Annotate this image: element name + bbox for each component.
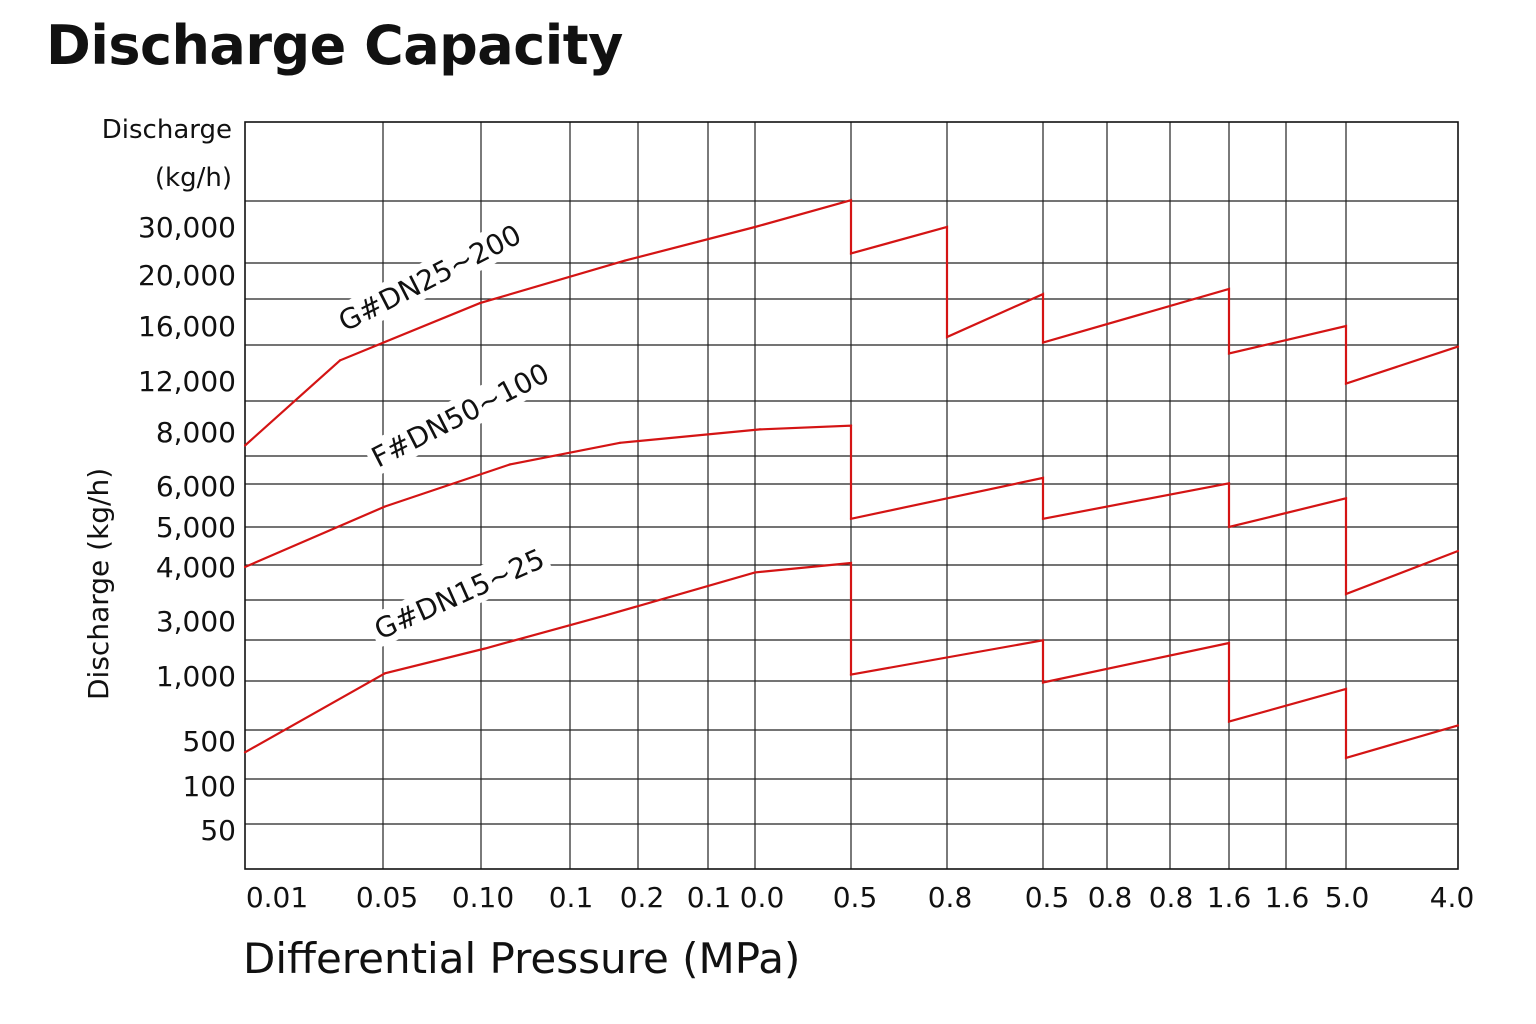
x-tick-label: 0.10 bbox=[452, 881, 514, 914]
series-point bbox=[849, 424, 853, 427]
series-point bbox=[758, 428, 762, 431]
series-point bbox=[243, 751, 247, 754]
series-point bbox=[1041, 517, 1045, 520]
x-tick-label: 0.1 bbox=[687, 881, 732, 914]
series-point bbox=[849, 673, 853, 676]
series-point bbox=[1344, 756, 1348, 760]
curve-label-background bbox=[329, 215, 531, 341]
series-point bbox=[623, 259, 627, 262]
series-line bbox=[244, 198, 1459, 447]
series-point bbox=[945, 225, 949, 229]
x-tick-label: 0.2 bbox=[620, 881, 665, 914]
series-point bbox=[1344, 687, 1348, 691]
curve-label: G#DN15~25 bbox=[369, 542, 549, 646]
series-point bbox=[243, 565, 247, 569]
series-point bbox=[1041, 341, 1045, 344]
x-axis-title: Differential Pressure (MPa) bbox=[243, 934, 800, 983]
y-tick-label: 8,000 bbox=[156, 416, 236, 449]
series-point bbox=[383, 505, 387, 508]
series-point bbox=[753, 571, 757, 574]
series-point bbox=[1227, 641, 1231, 645]
series-point bbox=[603, 614, 607, 617]
series-point bbox=[1344, 324, 1348, 328]
y-tick-label: 50 bbox=[200, 814, 236, 847]
x-tick-label: 0.5 bbox=[1025, 881, 1070, 914]
x-tick-label: 0.05 bbox=[356, 881, 418, 914]
y-unit-label-line: Discharge bbox=[102, 115, 232, 145]
series-point bbox=[483, 647, 487, 650]
y-tick-label: 3,000 bbox=[156, 605, 236, 638]
x-tick-label: 0.8 bbox=[928, 881, 973, 914]
series-point bbox=[1344, 497, 1348, 500]
series-point bbox=[849, 252, 853, 255]
y-tick-label: 5,000 bbox=[156, 511, 236, 544]
series-point bbox=[1041, 476, 1045, 479]
curve-label-background bbox=[365, 539, 554, 649]
series-point bbox=[849, 517, 853, 520]
x-tick-label: 1.6 bbox=[1265, 881, 1310, 914]
series-point bbox=[1456, 724, 1460, 727]
chart-title: Discharge Capacity bbox=[46, 14, 623, 77]
x-tick-label: 5.0 bbox=[1325, 881, 1370, 914]
x-tick-label: 0.8 bbox=[1149, 881, 1194, 914]
y-tick-label: 4,000 bbox=[156, 551, 236, 584]
series-layer bbox=[243, 198, 1460, 760]
series-point bbox=[1227, 482, 1231, 485]
curve-label-group: G#DN15~25 bbox=[365, 539, 554, 649]
series-point bbox=[243, 444, 247, 447]
curve-labels: G#DN25~200 F#DN50~100 G#DN15~25 bbox=[329, 215, 559, 649]
y-unit-label: Discharge (kg/h) bbox=[102, 115, 232, 193]
y-tick-label: 500 bbox=[183, 725, 236, 758]
plot-frame bbox=[244, 121, 1459, 870]
series-point bbox=[753, 225, 757, 229]
y-axis-title: Discharge (kg/h) bbox=[82, 468, 115, 700]
series-line bbox=[244, 424, 1459, 596]
y-tick-label: 1,000 bbox=[156, 660, 236, 693]
series-point bbox=[1227, 525, 1231, 529]
x-tick-label: 4.0 bbox=[1430, 881, 1475, 914]
series-point bbox=[478, 302, 482, 305]
x-tick-label: 0.0 bbox=[740, 881, 785, 914]
series-point bbox=[1041, 293, 1045, 296]
series-point bbox=[338, 359, 342, 362]
y-tick-label: 16,000 bbox=[138, 310, 236, 343]
series-point bbox=[1227, 352, 1231, 355]
y-tick-label: 30,000 bbox=[138, 211, 236, 244]
series-line bbox=[244, 561, 1459, 760]
series-point bbox=[1041, 639, 1045, 642]
series-point bbox=[1227, 287, 1231, 291]
curve-label-group: G#DN25~200 bbox=[329, 215, 531, 341]
y-tick-label: 6,000 bbox=[156, 470, 236, 503]
series-point bbox=[383, 672, 387, 675]
series-point bbox=[1456, 549, 1460, 553]
series-point bbox=[945, 335, 949, 339]
series-point bbox=[508, 463, 512, 466]
y-tick-label: 20,000 bbox=[138, 259, 236, 292]
series-point bbox=[849, 199, 853, 202]
x-tick-label: 1.6 bbox=[1207, 881, 1252, 914]
y-unit-label-line: (kg/h) bbox=[155, 163, 232, 193]
curve-label: G#DN25~200 bbox=[333, 218, 526, 338]
series-point bbox=[1344, 382, 1348, 385]
y-tick-labels: 30,000 20,000 16,000 12,000 8,000 6,000 5,000 4… bbox=[138, 211, 236, 847]
series-point bbox=[849, 561, 853, 565]
x-tick-label: 0.8 bbox=[1088, 881, 1133, 914]
y-tick-label: 100 bbox=[183, 770, 236, 803]
curve-label-background bbox=[362, 353, 559, 477]
x-tick-label: 0.01 bbox=[246, 881, 308, 914]
curve-label-group: F#DN50~100 bbox=[362, 353, 559, 477]
series-point bbox=[1227, 720, 1231, 723]
series-point bbox=[1456, 345, 1460, 348]
series-point bbox=[1344, 592, 1348, 596]
x-tick-labels: 0.01 0.05 0.10 0.1 0.2 0.1 0.0 0.5 0.8 0.5 0.8 0.8 1… bbox=[246, 881, 1474, 914]
series-point bbox=[1041, 681, 1045, 684]
x-tick-label: 0.1 bbox=[549, 881, 594, 914]
series-point bbox=[618, 441, 622, 444]
x-tick-label: 0.5 bbox=[833, 881, 878, 914]
y-tick-label: 12,000 bbox=[138, 365, 236, 398]
